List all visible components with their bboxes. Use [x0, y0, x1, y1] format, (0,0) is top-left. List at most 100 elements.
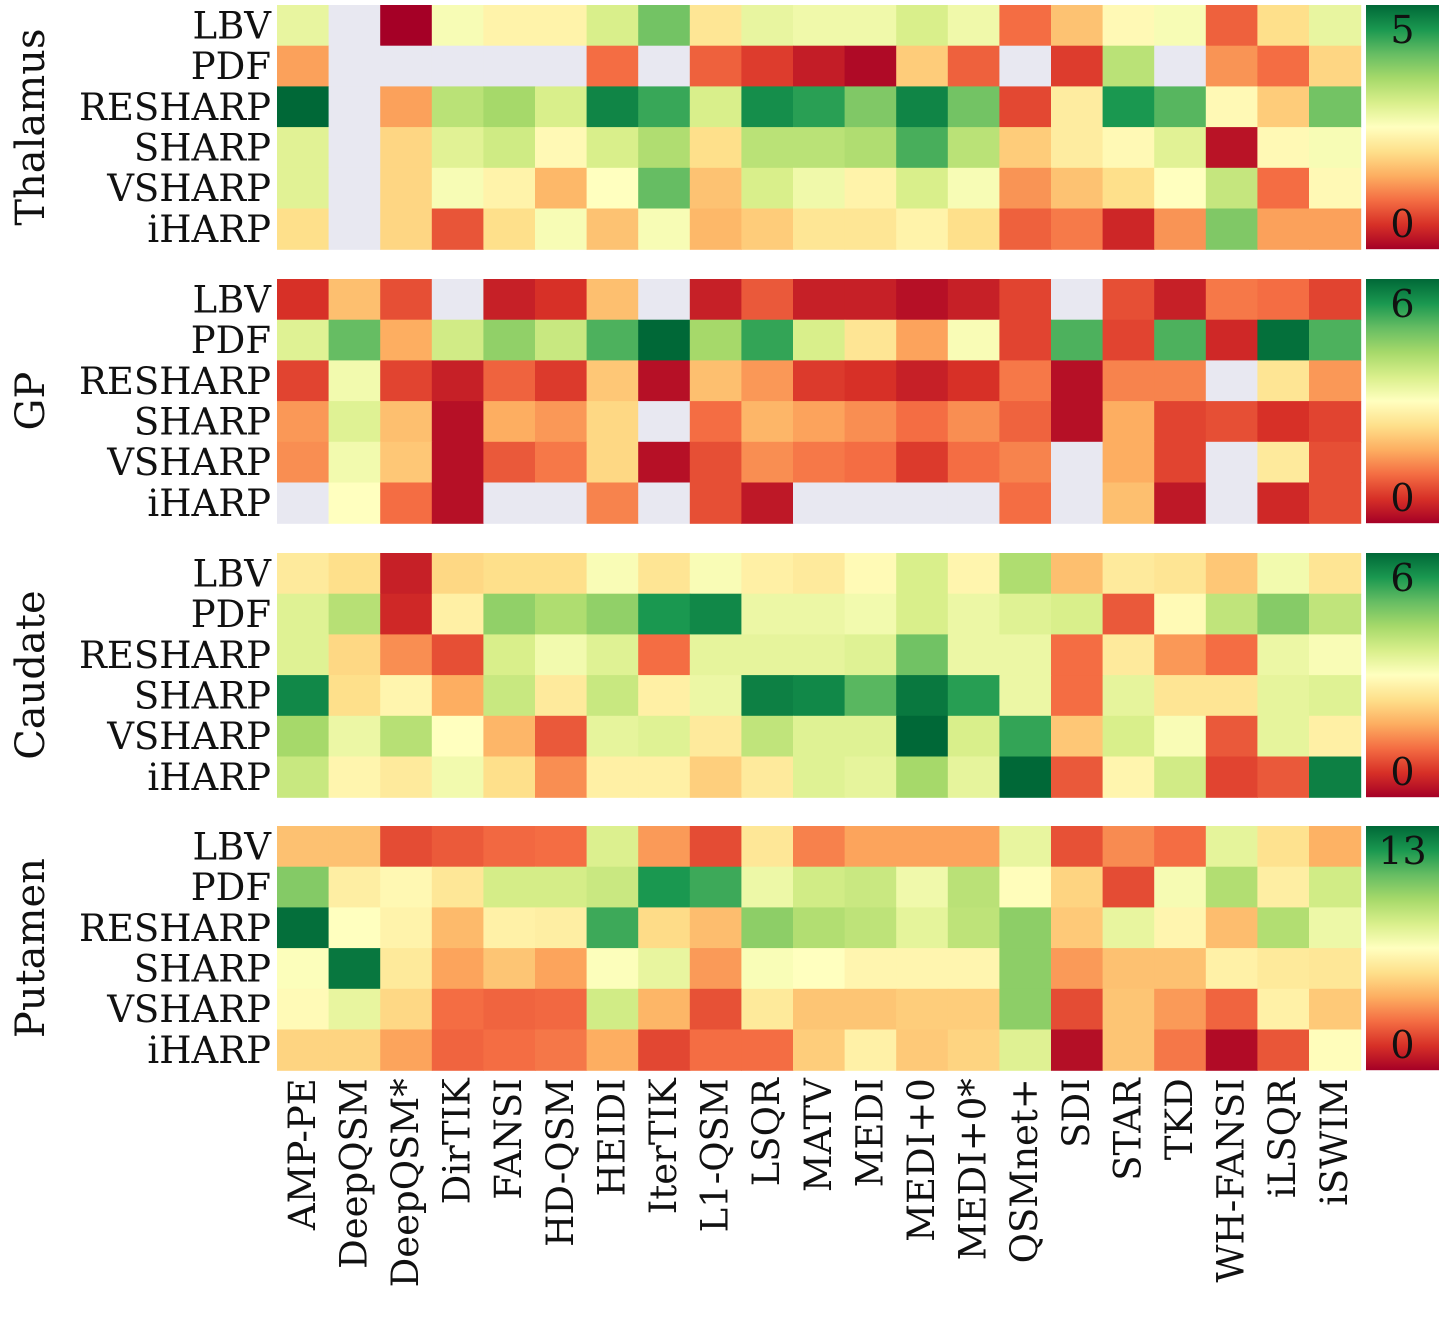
- cell-gp-resharp-heidi: [586, 360, 639, 402]
- cell-putamen-iharp-medi: [844, 1029, 897, 1071]
- cell-caudate-sharp-amp-pe: [277, 675, 330, 717]
- cell-putamen-sharp-hd-qsm: [535, 948, 588, 990]
- cell-thalamus-iharp-l1-qsm: [689, 208, 742, 250]
- cell-gp-vsharp-lsqr: [741, 441, 794, 484]
- cell-caudate-resharp-tkd: [1154, 634, 1207, 676]
- cell-gp-resharp-star: [1102, 360, 1155, 402]
- cell-gp-vsharp-l1-qsm: [689, 441, 742, 484]
- cell-caudate-pdf-hd-qsm: [535, 593, 588, 635]
- cell-caudate-sharp-deepqsm: [328, 675, 381, 717]
- cell-thalamus-lbv-dirtik: [431, 5, 484, 47]
- cell-thalamus-resharp-l1-qsm: [689, 86, 742, 128]
- cell-thalamus-pdf-deepqsm: [328, 45, 381, 87]
- cell-thalamus-iharp-amp-pe: [277, 208, 330, 250]
- cell-putamen-sharp-deepqsm: [328, 948, 381, 990]
- cell-thalamus-iharp-wh-fansi: [1205, 208, 1258, 250]
- cell-caudate-resharp-ilsqr: [1257, 634, 1310, 676]
- cell-caudate-vsharp-matv: [793, 715, 846, 758]
- cell-caudate-resharp-amp-pe: [277, 634, 330, 676]
- cell-gp-resharp-iswim: [1309, 360, 1362, 402]
- cell-caudate-iharp-dirtik: [431, 756, 484, 798]
- cell-putamen-vsharp-dirtik: [431, 988, 484, 1031]
- cell-gp-lbv-iswim: [1309, 279, 1362, 321]
- cell-gp-pdf-fansi: [483, 319, 536, 361]
- cell-gp-iharp-star: [1102, 482, 1155, 524]
- cell-gp-resharp-matv: [793, 360, 846, 402]
- cell-gp-vsharp-dirtik: [431, 441, 484, 484]
- cell-gp-resharp-medi+0: [896, 360, 949, 402]
- cell-thalamus-pdf-sdi: [1051, 45, 1104, 87]
- column-label-qsmnet-: QSMnet+: [1003, 1078, 1046, 1263]
- cell-thalamus-lbv-medi+0: [896, 5, 949, 47]
- cell-gp-iharp-l1-qsm: [689, 482, 742, 524]
- cell-putamen-pdf-dirtik: [431, 866, 484, 908]
- cell-putamen-resharp-iswim: [1309, 907, 1362, 949]
- cell-caudate-resharp-star: [1102, 634, 1155, 676]
- cell-gp-sharp-medi+0*: [947, 401, 1000, 443]
- cell-gp-lbv-fansi: [483, 279, 536, 321]
- cell-putamen-resharp-heidi: [586, 907, 639, 949]
- cell-caudate-resharp-sdi: [1051, 634, 1104, 676]
- cell-putamen-vsharp-lsqr: [741, 988, 794, 1031]
- cell-putamen-sharp-amp-pe: [277, 948, 330, 990]
- cell-putamen-lbv-itertik: [638, 826, 691, 868]
- cell-caudate-pdf-iswim: [1309, 593, 1362, 635]
- cell-caudate-lbv-hd-qsm: [535, 553, 588, 595]
- row-label-thalamus-vsharp: VSHARP: [106, 167, 271, 210]
- cell-putamen-pdf-medi: [844, 866, 897, 908]
- cell-gp-iharp-qsmnet+: [999, 482, 1052, 524]
- cell-caudate-resharp-heidi: [586, 634, 639, 676]
- cell-gp-resharp-medi: [844, 360, 897, 402]
- cell-thalamus-pdf-wh-fansi: [1205, 45, 1258, 87]
- cell-gp-pdf-deepqsm: [328, 319, 381, 361]
- cell-gp-lbv-medi+0*: [947, 279, 1000, 321]
- cell-putamen-sharp-medi+0*: [947, 948, 1000, 990]
- cell-gp-lbv-deepqsm: [328, 279, 381, 321]
- cell-gp-vsharp-wh-fansi: [1205, 441, 1258, 484]
- cell-gp-iharp-iswim: [1309, 482, 1362, 524]
- cell-gp-sharp-itertik: [638, 401, 691, 443]
- cell-caudate-pdf-heidi: [586, 593, 639, 635]
- cell-thalamus-pdf-medi: [844, 45, 897, 87]
- cell-gp-pdf-sdi: [1051, 319, 1104, 361]
- cell-thalamus-vsharp-ilsqr: [1257, 167, 1310, 210]
- cell-thalamus-vsharp-qsmnet+: [999, 167, 1052, 210]
- cell-putamen-iharp-matv: [793, 1029, 846, 1071]
- cell-caudate-vsharp-dirtik: [431, 715, 484, 758]
- cell-gp-sharp-deepqsm*: [380, 401, 433, 443]
- cell-thalamus-resharp-sdi: [1051, 86, 1104, 128]
- cell-caudate-resharp-matv: [793, 634, 846, 676]
- cell-gp-sharp-sdi: [1051, 401, 1104, 443]
- cell-thalamus-iharp-dirtik: [431, 208, 484, 250]
- cell-putamen-iharp-itertik: [638, 1029, 691, 1071]
- cell-caudate-iharp-fansi: [483, 756, 536, 798]
- row-label-putamen-pdf: PDF: [191, 866, 271, 909]
- cell-caudate-resharp-medi+0*: [947, 634, 1000, 676]
- cell-thalamus-pdf-medi+0*: [947, 45, 1000, 87]
- cell-gp-iharp-fansi: [483, 482, 536, 524]
- cell-thalamus-resharp-iswim: [1309, 86, 1362, 128]
- cell-caudate-iharp-heidi: [586, 756, 639, 798]
- row-label-putamen-iharp: iHARP: [147, 1029, 271, 1072]
- cell-caudate-lbv-sdi: [1051, 553, 1104, 595]
- column-label-l1-qsm: L1-QSM: [694, 1078, 737, 1232]
- cell-gp-resharp-medi+0*: [947, 360, 1000, 402]
- cell-thalamus-lbv-l1-qsm: [689, 5, 742, 47]
- cell-caudate-lbv-qsmnet+: [999, 553, 1052, 595]
- cell-caudate-lbv-medi: [844, 553, 897, 595]
- cell-thalamus-sharp-lsqr: [741, 127, 794, 169]
- cell-putamen-vsharp-deepqsm: [328, 988, 381, 1031]
- column-label-sdi: SDI: [1055, 1078, 1098, 1148]
- cell-caudate-pdf-dirtik: [431, 593, 484, 635]
- cell-thalamus-sharp-sdi: [1051, 127, 1104, 169]
- region-label-gp: GP: [8, 372, 54, 431]
- cell-putamen-sharp-lsqr: [741, 948, 794, 990]
- cell-putamen-lbv-star: [1102, 826, 1155, 868]
- cell-putamen-pdf-lsqr: [741, 866, 794, 908]
- cell-gp-vsharp-amp-pe: [277, 441, 330, 484]
- cell-thalamus-sharp-deepqsm: [328, 127, 381, 169]
- cell-thalamus-sharp-tkd: [1154, 127, 1207, 169]
- cell-caudate-iharp-deepqsm*: [380, 756, 433, 798]
- colorbar-gp: [1366, 279, 1439, 524]
